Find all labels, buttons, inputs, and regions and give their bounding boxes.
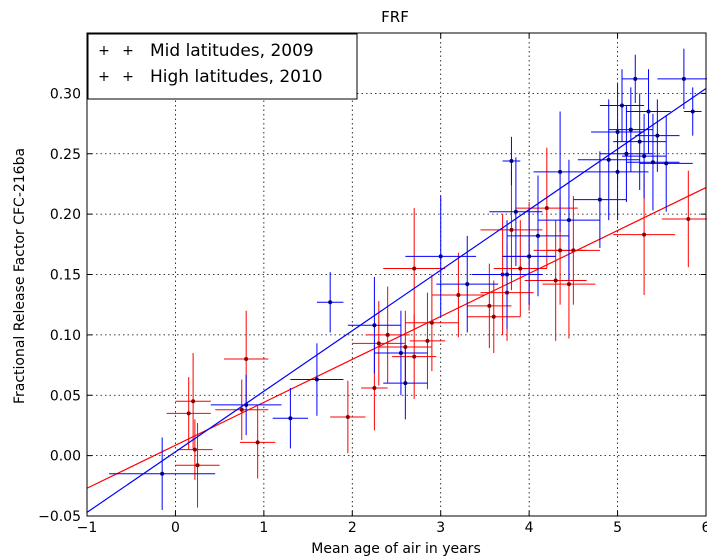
y-tick-label: 0.05 [50,388,81,404]
y-tick-label: 0.25 [50,147,81,163]
mid-latitudes-data-point [456,293,461,298]
mid-latitudes-data-point [255,440,260,445]
mid-latitudes-legend-label: Mid latitudes, 2009 [150,41,314,61]
high-latitudes-data-point [160,471,165,476]
high-latitudes-data-point [646,109,651,114]
x-tick-label: 5 [613,520,622,536]
y-tick-label: 0.30 [50,86,81,102]
high-latitudes-data-point [465,282,470,287]
mid-latitudes-data-point [425,338,430,343]
mid-latitudes-data-point [487,303,492,308]
high-latitudes-series [86,48,707,513]
high-latitudes-data-point [328,300,333,305]
mid-latitudes-data-point [345,414,350,419]
high-latitudes-data-point [566,218,571,223]
high-latitudes-legend-marker: + [98,69,110,85]
mid-latitudes-data-point [372,386,377,391]
mid-latitudes-data-point [239,407,244,412]
mid-latitudes-data-point [642,232,647,237]
x-tick-label: 6 [702,520,707,536]
high-latitudes-data-point [624,151,629,156]
mid-latitudes-data-point [376,341,381,346]
high-latitudes-data-point [527,254,532,259]
high-latitudes-data-point [505,272,510,277]
mid-latitudes-data-point [558,248,563,253]
axis-ticks: −1 0 1 2 3 4 5 6 −0.05 0.00 0.05 0.10 0.15 0.20 0.25 0.… [38,33,707,536]
x-tick-label: 1 [259,520,268,536]
mid-latitudes-legend-marker: + [98,43,110,59]
mid-latitudes-series [86,147,707,508]
high-latitudes-data-point [681,76,686,81]
mid-latitudes-data-point [412,354,417,359]
high-latitudes-data-point [615,130,620,135]
mid-latitudes-data-point [686,216,691,221]
high-latitudes-data-point [513,209,518,214]
mid-latitudes-data-point [244,357,249,362]
mid-latitudes-data-point [412,266,417,271]
high-latitudes-data-point [372,323,377,328]
mid-latitudes-data-point [191,399,196,404]
y-axis-label: Fractional Release Factor CFC-216ba [12,148,28,404]
x-tick-label: 2 [348,520,357,536]
high-latitudes-data-point [558,169,563,174]
high-latitudes-data-point [690,109,695,114]
mid-latitudes-data-point [509,227,514,232]
x-axis-label: Mean age of air in years [311,541,480,557]
mid-latitudes-data-point [544,206,549,211]
mid-latitudes-data-point [186,411,191,416]
high-latitudes-data-point [398,350,403,355]
high-latitudes-legend-marker: + [122,69,134,85]
high-latitudes-data-point [650,160,655,165]
y-tick-label: 0.10 [50,328,81,344]
y-tick-label: 0.15 [50,268,81,284]
mid-latitudes-data-point [566,282,571,287]
mid-latitudes-data-point [518,266,523,271]
high-latitudes-data-point [403,381,408,386]
high-latitudes-data-point [288,416,293,421]
y-tick-label: 0.00 [50,449,81,465]
high-latitudes-data-point [314,377,319,382]
high-latitudes-data-point [535,233,540,238]
plot-area [86,48,707,513]
high-latitudes-data-point [438,254,443,259]
high-latitudes-data-point [664,161,669,166]
high-latitudes-fit-line [86,88,707,513]
high-latitudes-data-point [509,158,514,163]
mid-latitudes-legend-marker: + [122,43,134,59]
chart-title: FRF [381,8,409,26]
legend: + + Mid latitudes, 2009 + + High latitudes, 2… [87,33,358,100]
high-latitudes-data-point [628,127,633,132]
high-latitudes-data-point [619,103,624,108]
legend-box [87,33,358,100]
high-latitudes-data-point [633,76,638,81]
x-tick-label: 3 [436,520,445,536]
mid-latitudes-data-point [192,447,197,452]
mid-latitudes-data-point [491,314,496,319]
x-tick-label: −1 [77,520,98,536]
high-latitudes-data-point [655,133,660,138]
mid-latitudes-data-point [385,332,390,337]
y-tick-label: 0.20 [50,207,81,223]
x-tick-label: 4 [525,520,534,536]
mid-latitudes-data-point [553,278,558,283]
high-latitudes-data-point [615,169,620,174]
high-latitudes-data-point [597,197,602,202]
mid-latitudes-data-point [195,463,200,468]
high-latitudes-legend-label: High latitudes, 2010 [150,67,323,87]
high-latitudes-data-point [642,154,647,159]
x-tick-label: 0 [171,520,180,536]
high-latitudes-data-point [637,139,642,144]
y-tick-label: −0.05 [38,509,81,525]
high-latitudes-data-point [606,157,611,162]
mid-latitudes-fit-line [86,187,707,489]
